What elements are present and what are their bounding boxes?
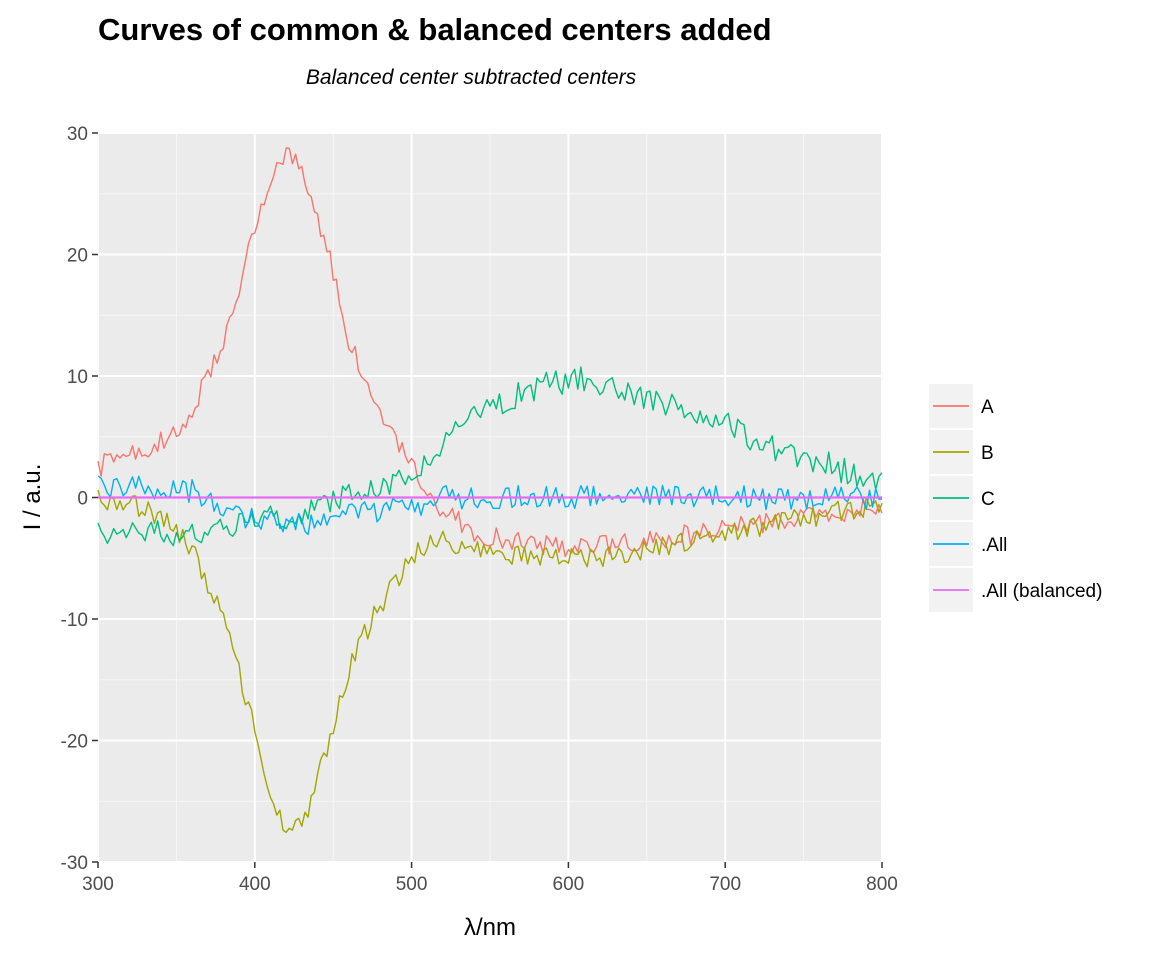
y-tick-label: -10 (61, 610, 88, 631)
legend: A B C .All .All (balanced) (929, 384, 1102, 612)
y-tick-label: 20 (67, 246, 88, 267)
series-lines (97, 147, 883, 833)
y-tick-label: -20 (61, 732, 88, 753)
legend-label: C (981, 489, 995, 510)
series-line-b (97, 489, 883, 833)
y-axis-title: I / a.u. (19, 464, 46, 531)
series-line-c (97, 366, 883, 547)
y-tick-label: 0 (77, 489, 88, 510)
x-tick-label: 300 (82, 874, 114, 895)
x-tick-label: 600 (553, 874, 585, 895)
legend-label: B (981, 443, 994, 464)
series-line-all (97, 475, 883, 536)
x-tick-label: 400 (239, 874, 271, 895)
y-tick-labels: -30 -20 -10 0 10 20 30 (61, 124, 88, 874)
y-tick-label: 30 (67, 124, 88, 145)
chart-title: Curves of common & balanced centers adde… (98, 12, 772, 47)
y-tick-label: 10 (67, 367, 88, 388)
x-axis-title: λ/nm (464, 914, 516, 941)
y-tick-label: -30 (61, 853, 88, 874)
x-tick-label: 700 (709, 874, 741, 895)
x-tick-label: 800 (866, 874, 898, 895)
axis-ticks (92, 132, 883, 868)
x-tick-label: 500 (396, 874, 428, 895)
legend-label: A (981, 397, 994, 418)
x-tick-labels: 300 400 500 600 700 800 (82, 874, 898, 895)
chart-subtitle: Balanced center subtracted centers (306, 66, 637, 89)
legend-label: .All (balanced) (981, 581, 1102, 602)
legend-label: .All (981, 535, 1007, 556)
